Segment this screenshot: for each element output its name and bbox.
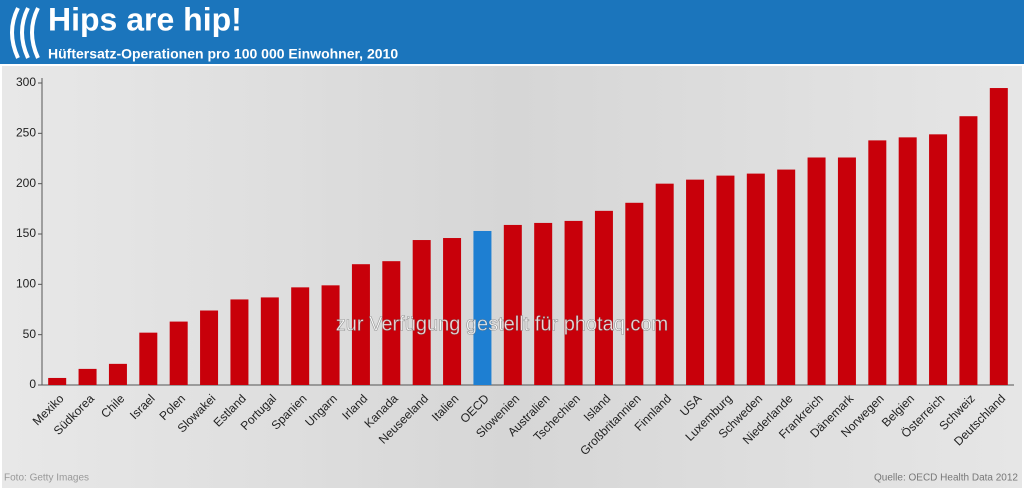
bar xyxy=(230,299,249,385)
bar xyxy=(777,169,796,385)
bar xyxy=(382,261,401,385)
bar xyxy=(108,363,127,385)
bar xyxy=(959,116,978,385)
y-tick-label: 250 xyxy=(16,126,36,140)
y-tick-label: 100 xyxy=(16,277,36,291)
bar xyxy=(291,287,310,385)
y-tick-label: 200 xyxy=(16,176,36,190)
bar xyxy=(686,179,705,385)
bar xyxy=(321,285,340,385)
bar xyxy=(807,157,826,385)
bar xyxy=(989,88,1008,386)
bar xyxy=(473,230,492,385)
source: Quelle: OECD Health Data 2012 xyxy=(874,473,1018,484)
bar xyxy=(260,297,279,385)
bar xyxy=(351,264,370,385)
bar xyxy=(48,377,67,385)
bar xyxy=(594,210,613,385)
bar xyxy=(655,183,674,385)
bar xyxy=(564,220,583,385)
y-tick-label: 150 xyxy=(16,226,36,240)
chart-subtitle: Hüftersatz-Operationen pro 100 000 Einwo… xyxy=(48,46,398,62)
bar xyxy=(898,137,917,385)
bar xyxy=(929,134,948,385)
bar xyxy=(534,222,553,385)
y-tick-label: 300 xyxy=(16,75,36,89)
photo-credit: Foto: Getty Images xyxy=(4,473,89,484)
chart-title: Hips are hip! xyxy=(48,1,242,37)
bar xyxy=(443,238,462,385)
bar xyxy=(746,173,765,385)
y-tick-label: 50 xyxy=(23,327,37,341)
bar xyxy=(837,157,856,385)
bar xyxy=(78,368,97,385)
bar xyxy=(169,321,188,385)
bar xyxy=(412,240,431,385)
header xyxy=(0,0,1024,64)
bar xyxy=(625,202,644,385)
watermark: zur Verfügung gestellt für photaq.com xyxy=(336,313,668,335)
bar xyxy=(868,140,887,385)
bar xyxy=(503,224,522,385)
logo xyxy=(10,7,40,59)
y-tick-label: 0 xyxy=(29,377,36,391)
bar xyxy=(200,310,219,385)
bar xyxy=(139,332,158,385)
bar xyxy=(716,175,735,385)
